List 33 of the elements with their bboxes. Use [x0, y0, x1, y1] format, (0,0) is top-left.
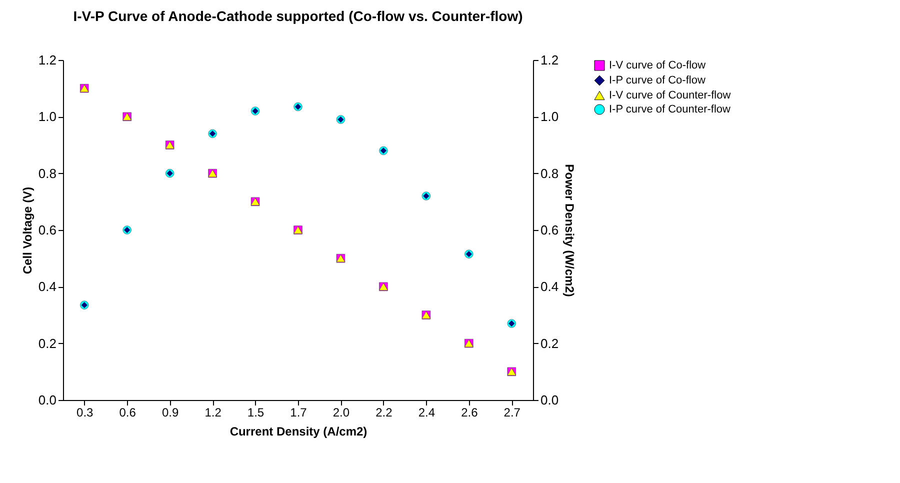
x-tick-label: 1.2: [204, 406, 222, 420]
y2-axis-title: Power Density (W/cm2): [562, 164, 577, 297]
x-axis-title: Current Density (A/cm2): [230, 424, 368, 438]
x-tick-label: 2.4: [418, 406, 436, 420]
x-tick-label: 1.5: [247, 406, 264, 420]
x-tick-label: 0.3: [76, 406, 94, 420]
legend-label: I-V curve of Counter-flow: [609, 90, 731, 102]
legend-label: I-V curve of Co-flow: [609, 60, 706, 72]
y2-tick-label: 0.0: [540, 392, 559, 408]
y-tick-label: 0.8: [38, 166, 56, 181]
y-axis-title: Cell Voltage (V): [20, 186, 34, 274]
y-tick-label: 0.4: [38, 279, 56, 294]
x-tick-label: 0.6: [119, 406, 136, 420]
y2-tick-label: 1.0: [540, 109, 559, 124]
x-tick-label: 1.7: [290, 406, 308, 420]
y-tick-label: 0.0: [38, 392, 56, 408]
legend-label: I-P curve of Counter-flow: [609, 104, 731, 116]
y2-tick-label: 0.8: [540, 166, 559, 181]
legend-label: I-P curve of Co-flow: [609, 74, 706, 86]
y-tick-label: 1.0: [38, 109, 56, 124]
x-tick-label: 2.2: [376, 406, 393, 420]
y-tick-label: 1.2: [38, 52, 56, 68]
y2-tick-label: 0.6: [540, 222, 559, 238]
x-tick-label: 2.6: [461, 406, 478, 420]
y2-tick-label: 1.2: [540, 52, 559, 68]
y-tick-label: 0.6: [38, 222, 56, 238]
x-tick-label: 2.7: [504, 406, 521, 420]
y2-tick-label: 0.4: [540, 279, 559, 294]
chart-title: I-V-P Curve of Anode-Cathode supported (Co-flow vs. Counter-flow): [73, 8, 523, 24]
x-tick-label: 0.9: [162, 406, 179, 420]
y2-tick-label: 0.2: [540, 336, 559, 351]
x-tick-label: 2.0: [332, 406, 350, 420]
y-tick-label: 0.2: [38, 336, 56, 351]
